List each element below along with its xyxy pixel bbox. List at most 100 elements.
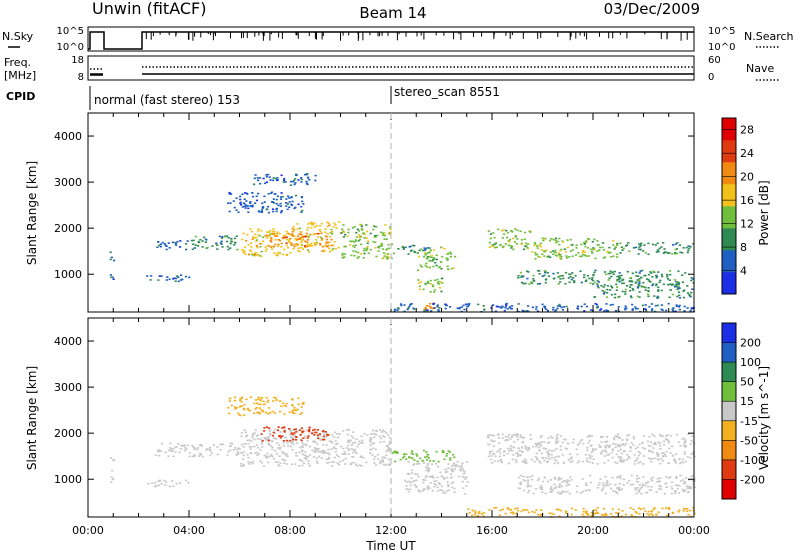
echo-cell [637, 481, 640, 483]
echo-cell [327, 448, 330, 451]
echo-cell [424, 264, 427, 267]
echo-cell [662, 252, 665, 254]
echo-cell [494, 246, 497, 249]
echo-cell [474, 512, 477, 514]
echo-cell [288, 197, 291, 199]
echo-cell [543, 305, 546, 308]
echo-cell [676, 252, 679, 255]
echo-cell [384, 234, 387, 237]
echo-cell [524, 282, 527, 285]
echo-cell [276, 461, 280, 463]
echo-cell [220, 237, 224, 239]
echo-cell [635, 271, 638, 274]
echo-cell [301, 411, 304, 414]
echo-cell [300, 406, 303, 408]
echo-cell [571, 255, 574, 258]
echo-cell [624, 513, 628, 516]
echo-cell [651, 309, 654, 312]
echo-cell [312, 456, 315, 458]
echo-cell [384, 464, 387, 466]
echo-cell [349, 439, 352, 442]
echo-cell [426, 488, 430, 490]
echo-cell [299, 438, 303, 441]
colorbar-swatch [722, 162, 736, 185]
echo-cell [668, 296, 671, 299]
echo-cell [381, 456, 384, 459]
echo-cell [541, 303, 544, 306]
echo-cell [357, 251, 360, 254]
echo-cell [402, 456, 405, 459]
echo-cell [565, 305, 568, 308]
echo-cell [242, 232, 245, 235]
echo-cell [591, 277, 594, 279]
echo-cell [604, 475, 607, 478]
echo-cell [328, 224, 331, 227]
echo-cell [440, 261, 443, 264]
echo-cell [674, 492, 677, 495]
echo-cell [461, 480, 464, 483]
echo-cell [677, 291, 681, 293]
echo-cell [556, 491, 559, 494]
echo-cell [285, 198, 288, 200]
echo-cell [580, 281, 583, 284]
echo-cell [425, 451, 428, 453]
echo-cell [160, 483, 163, 485]
echo-cell [295, 174, 298, 177]
echo-cell [553, 458, 556, 461]
echo-cell [683, 305, 686, 308]
echo-cell [583, 254, 587, 256]
echo-cell [285, 236, 288, 239]
echo-cell [307, 235, 310, 238]
echo-cell [317, 448, 320, 451]
echo-cell [449, 473, 452, 475]
echo-cell [563, 479, 566, 482]
echo-cell [312, 441, 315, 443]
echo-cell [593, 296, 596, 298]
echo-cell [570, 278, 573, 281]
echo-cell [669, 273, 672, 276]
echo-cell [510, 247, 513, 249]
echo-cell [497, 460, 500, 462]
freq-panel [87, 55, 695, 81]
echo-cell [554, 239, 557, 242]
echo-cell [418, 285, 422, 288]
echo-cell [407, 461, 410, 463]
echo-cell [626, 285, 629, 287]
echo-cell [516, 452, 519, 454]
echo-cell [256, 434, 260, 437]
colorbar-swatch [722, 401, 736, 422]
echo-cell [432, 476, 435, 479]
echo-cell [306, 241, 309, 243]
echo-cell [249, 448, 252, 450]
echo-cell [494, 455, 497, 457]
echo-cell [587, 247, 590, 249]
echo-cell [607, 279, 610, 281]
echo-cell [593, 248, 596, 251]
echo-cell [612, 490, 615, 492]
echo-cell [536, 444, 539, 446]
echo-cell [306, 239, 310, 241]
echo-cell [355, 236, 358, 238]
echo-cell [586, 460, 589, 462]
colorbar-swatch [722, 228, 736, 251]
nsky-tick-bottom: 10^0 [57, 42, 84, 53]
echo-cell [164, 481, 168, 483]
colorbar-tick-label: 8 [740, 241, 747, 254]
echo-cell [550, 456, 554, 459]
echo-cell [373, 462, 376, 464]
echo-cell [619, 277, 622, 280]
echo-cell [260, 255, 263, 258]
echo-cell [675, 285, 678, 288]
echo-cell [192, 243, 195, 245]
echo-cell [365, 224, 368, 226]
echo-cell [379, 441, 382, 443]
echo-cell [605, 440, 609, 443]
echo-cell [506, 231, 509, 234]
echo-cell [678, 297, 682, 299]
echo-cell [596, 250, 599, 252]
echo-cell [587, 255, 590, 257]
echo-cell [416, 473, 419, 476]
echo-cell [445, 304, 448, 307]
echo-cell [269, 179, 272, 181]
echo-cell [650, 513, 653, 515]
